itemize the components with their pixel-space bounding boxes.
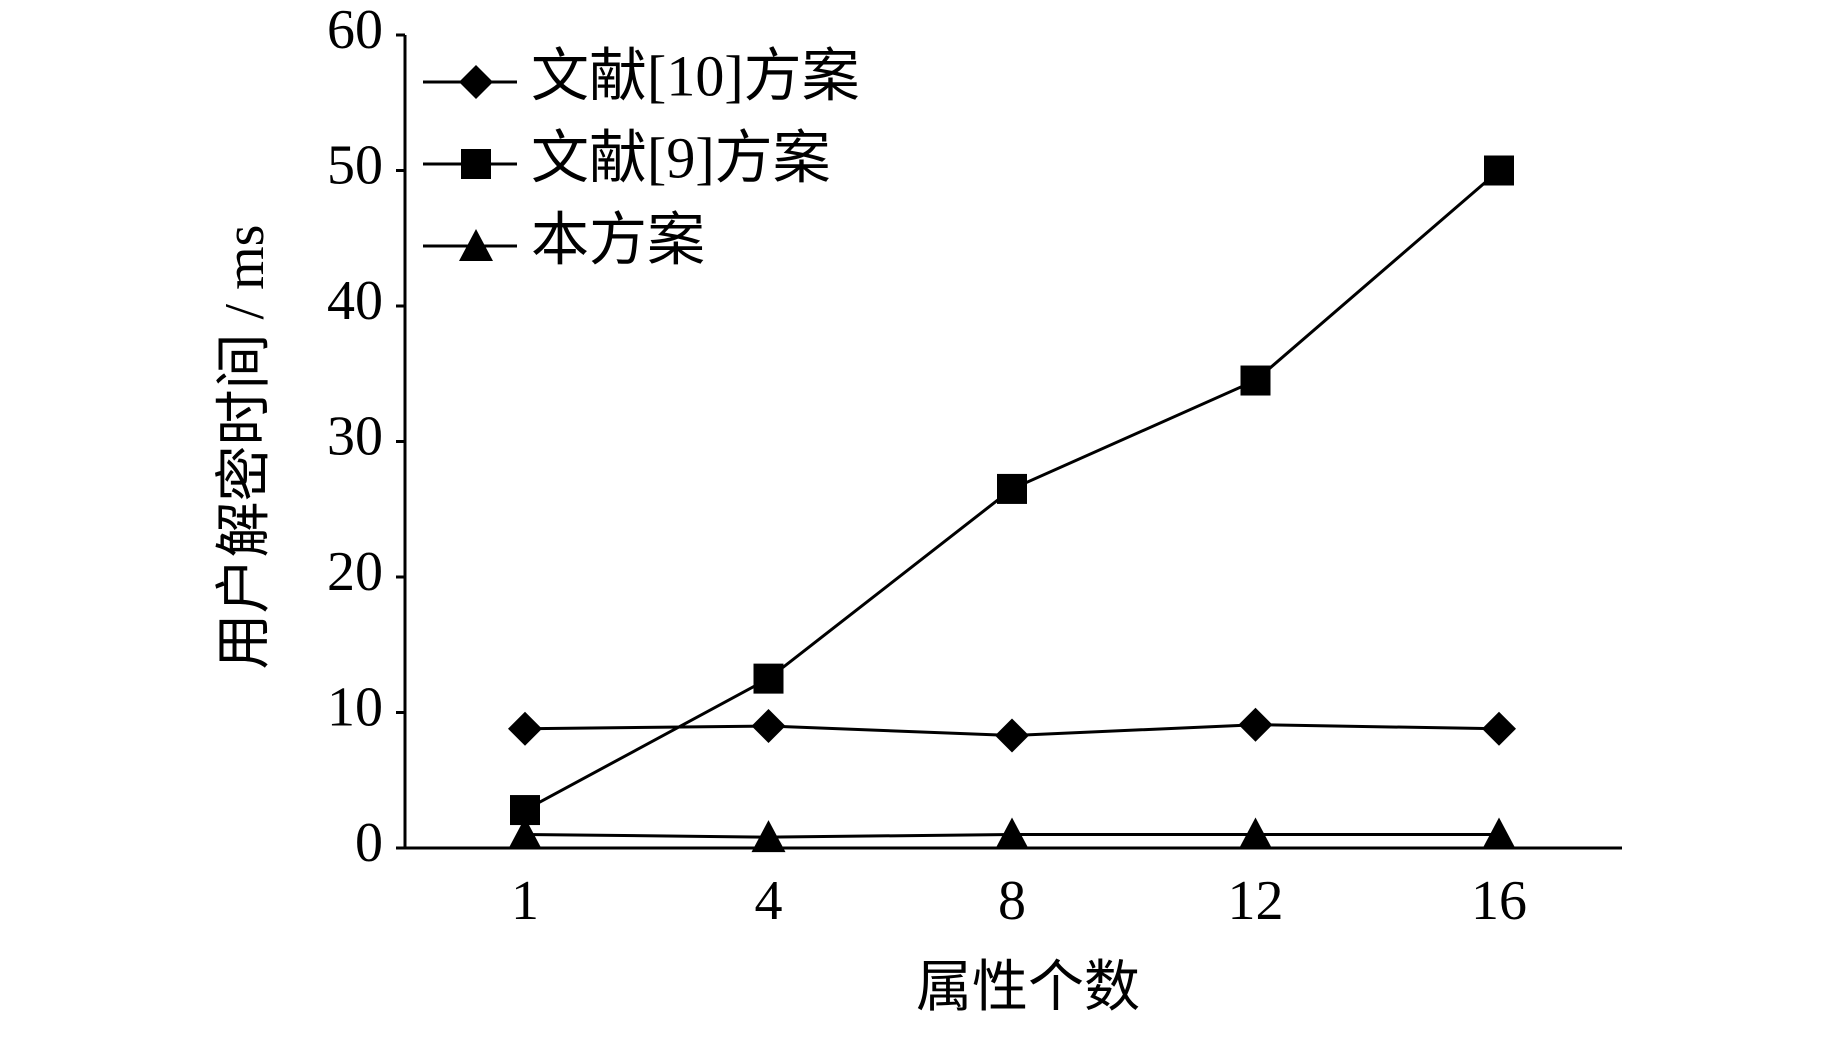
x-tick-label: 16 [1471,870,1527,932]
data-point [751,709,786,744]
data-point [1484,155,1514,186]
data-point [995,718,1029,753]
legend-label: 本方案 [531,207,705,272]
x-tick-label: 12 [1228,870,1284,932]
data-point [997,473,1027,504]
legend-marker [459,65,493,99]
data-point [1240,365,1271,396]
legend-marker [459,229,493,261]
data-point [751,820,786,853]
y-tick-label: 20 [327,541,383,603]
data-point [1238,817,1273,850]
legend-label: 文献[10]方案 [531,43,860,108]
data-point [995,817,1029,850]
legend-marker [461,149,491,179]
x-tick-label: 4 [755,870,783,932]
x-tick-label: 1 [511,870,539,932]
x-tick-label: 8 [998,870,1026,932]
y-tick-label: 50 [327,134,383,196]
y-tick-label: 30 [327,405,383,467]
x-axis-label: 属性个数 [916,957,1140,1019]
data-point [1238,707,1273,742]
y-tick-label: 0 [355,812,383,874]
y-axis-label: 用户解密时间 / ms [214,225,276,670]
legend-label: 文献[9]方案 [531,125,831,190]
data-point [753,663,784,694]
data-point [508,817,542,850]
data-point [1482,817,1516,850]
data-point [508,711,542,746]
y-tick-label: 10 [327,676,383,738]
data-point [1482,711,1516,746]
y-tick-label: 60 [327,0,383,61]
y-tick-label: 40 [327,270,383,332]
